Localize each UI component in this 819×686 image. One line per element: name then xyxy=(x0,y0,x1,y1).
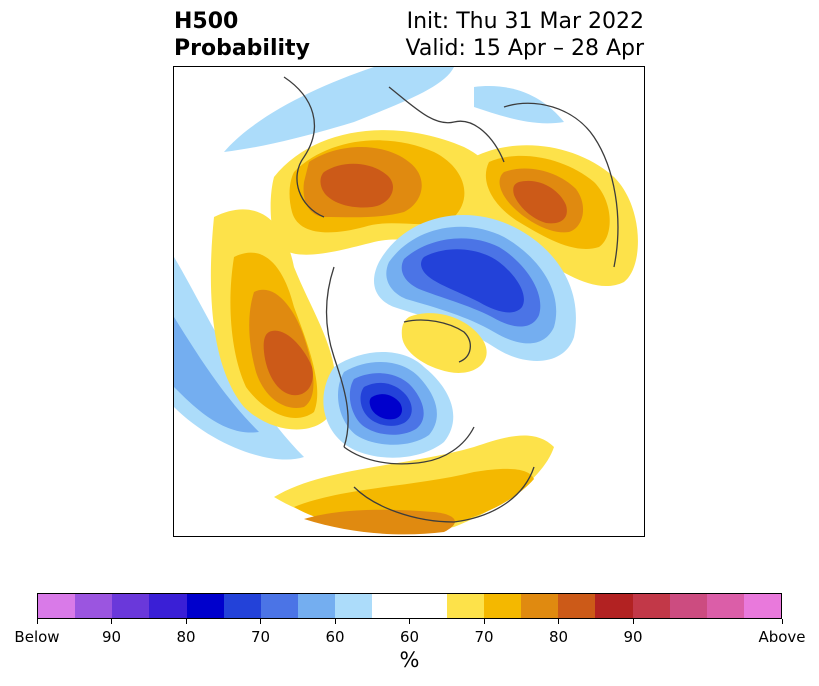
colorbar-segment xyxy=(743,594,782,618)
probability-map xyxy=(173,66,645,537)
anomaly-negative-pacific-inner xyxy=(174,317,259,433)
colorbar-segment xyxy=(632,594,670,618)
colorbar-tick xyxy=(558,619,559,624)
colorbar-segment xyxy=(38,594,76,618)
colorbar-tick-label: 90 xyxy=(623,628,643,646)
anomaly-negative-arctic-top xyxy=(224,67,454,152)
map-title: H500 Probability xyxy=(174,8,310,62)
valid-range: Valid: 15 Apr – 28 Apr xyxy=(405,36,645,61)
anomaly-negative-canada-80 xyxy=(369,394,402,420)
colorbar-segment xyxy=(521,594,559,618)
colorbar-segment xyxy=(669,594,707,618)
colorbar-tick-label: 80 xyxy=(176,628,196,646)
colorbar-segment xyxy=(483,594,522,618)
colorbar-segment xyxy=(149,594,187,618)
colorbar-segment xyxy=(75,594,113,618)
map-canvas xyxy=(174,67,638,535)
colorbar-segment xyxy=(260,594,299,618)
colorbar-tick xyxy=(36,619,38,624)
colorbar-segment xyxy=(595,594,633,618)
anomaly-positive-asia-75 xyxy=(513,180,567,224)
colorbar-tick-label: 80 xyxy=(548,628,569,646)
colorbar-segment xyxy=(706,594,744,618)
anomaly-positive-us-70 xyxy=(304,509,455,535)
colorbar-segment xyxy=(335,594,373,618)
colorbar-segment xyxy=(409,594,447,618)
colorbar-tick xyxy=(483,619,485,624)
anomaly-positive-europe-75 xyxy=(320,163,393,208)
colorbar-segment xyxy=(446,594,484,618)
colorbar-tick xyxy=(409,619,410,624)
colorbar-tick xyxy=(185,619,187,624)
colorbar-segment xyxy=(372,594,410,618)
colorbar xyxy=(37,593,782,619)
colorbar-unit: % xyxy=(399,648,420,672)
colorbar-tick-label: 90 xyxy=(101,628,122,646)
date-info: Init: Thu 31 Mar 2022 Valid: 15 Apr – 28… xyxy=(406,8,645,62)
colorbar-tick xyxy=(111,619,112,624)
colorbar-tick-label: Below xyxy=(14,628,60,646)
colorbar-tick xyxy=(260,619,261,624)
colorbar-tick xyxy=(334,619,336,624)
title-line-2: Probability xyxy=(174,36,310,61)
init-date: Init: Thu 31 Mar 2022 xyxy=(406,9,644,34)
colorbar-segment xyxy=(558,594,596,618)
anomaly-negative-siberia-75 xyxy=(421,249,524,313)
colorbar-tick xyxy=(781,619,783,624)
colorbar-segment xyxy=(186,594,224,618)
title-line-1: H500 xyxy=(174,9,239,34)
colorbar-tick-label: 70 xyxy=(474,628,494,646)
colorbar-tick-label: 60 xyxy=(399,628,420,646)
colorbar-tick-label: Above xyxy=(758,628,806,646)
colorbar-segment xyxy=(298,594,336,618)
colorbar-tick xyxy=(632,619,634,624)
colorbar-tick-label: 70 xyxy=(250,628,271,646)
anomaly-positive-pacific-75 xyxy=(263,330,313,396)
anomaly-negative-arctic-right xyxy=(474,86,564,124)
colorbar-segment xyxy=(112,594,150,618)
colorbar-segment xyxy=(223,594,261,618)
colorbar-tick-label: 60 xyxy=(325,628,345,646)
coastlines xyxy=(283,76,619,523)
colorbar-ticks: Below 90 80 70 60 60 70 80 90 Above xyxy=(14,619,806,649)
